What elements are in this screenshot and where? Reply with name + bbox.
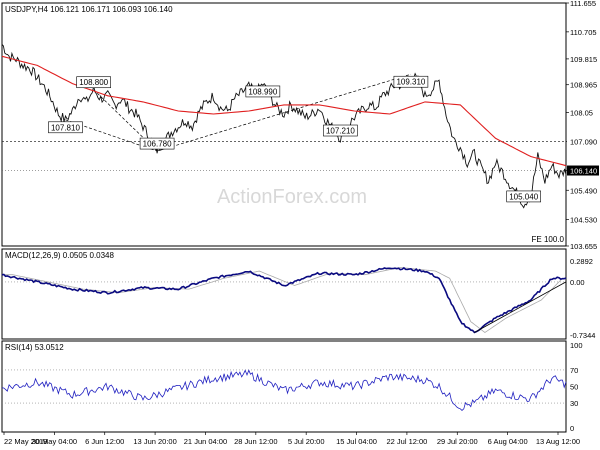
macd-trendline bbox=[474, 281, 567, 333]
xtick-2: 6 Jun 12:00 bbox=[85, 437, 124, 446]
xtick-0: 22 May 2019 bbox=[4, 437, 47, 446]
panel-frame-1 bbox=[1, 248, 567, 340]
main-ytick-0: 111.655 bbox=[570, 0, 596, 8]
annotation-box-1 bbox=[48, 121, 83, 134]
main-title: USDJPY,H4 106.121 106.171 106.093 106.14… bbox=[5, 5, 173, 14]
annotation-1: 107.810 bbox=[51, 123, 80, 132]
xtick-8: 22 Jul 12:00 bbox=[386, 437, 427, 446]
rsi-ytick-4: 0 bbox=[570, 424, 574, 433]
rsi-title: RSI(14) 53.0512 bbox=[5, 343, 64, 352]
macd-ytick-1: 0.00 bbox=[570, 278, 585, 287]
xtick-1: 30 May 04:00 bbox=[32, 437, 77, 446]
annotation-5: 109.310 bbox=[396, 78, 425, 87]
main-ytick-7: 105.490 bbox=[570, 186, 597, 195]
xtick-3: 13 Jun 20:00 bbox=[133, 437, 176, 446]
hline-label-bg bbox=[567, 136, 599, 147]
panel-frame-0 bbox=[1, 2, 567, 247]
current-price-tag-bg bbox=[567, 165, 599, 176]
trendline-c bbox=[156, 73, 412, 152]
annotation-box-2 bbox=[139, 137, 175, 150]
main-ytick-8: 104.530 bbox=[570, 215, 597, 224]
rsi-ytick-2: 50 bbox=[570, 383, 578, 392]
annotation-box-6 bbox=[506, 190, 542, 203]
main-ytick-9: 103.655 bbox=[570, 242, 597, 251]
annotation-4: 107.210 bbox=[326, 127, 355, 136]
annotation-0: 108.800 bbox=[79, 78, 108, 87]
annotation-box-5 bbox=[393, 75, 429, 88]
rsi-line bbox=[1, 369, 567, 411]
annotation-box-4 bbox=[323, 124, 358, 137]
panel-frame-2 bbox=[1, 340, 567, 433]
xtick-11: 13 Aug 12:00 bbox=[536, 437, 580, 446]
main-ytick-2: 109.815 bbox=[570, 55, 597, 64]
ma-series bbox=[1, 55, 567, 167]
macd-line bbox=[1, 266, 567, 334]
rsi-ytick-0: 100 bbox=[570, 341, 583, 350]
xtick-7: 15 Jul 04:00 bbox=[336, 437, 377, 446]
annotation-box-3 bbox=[245, 85, 281, 98]
xtick-4: 21 Jun 04:00 bbox=[184, 437, 227, 446]
macd-ytick-0: 0.2892 bbox=[570, 257, 593, 266]
price-series bbox=[1, 44, 567, 209]
xtick-10: 6 Aug 04:00 bbox=[488, 437, 528, 446]
main-ytick-1: 110.705 bbox=[570, 28, 597, 37]
macd-ytick-2: -0.7344 bbox=[570, 331, 595, 340]
macd-title: MACD(12,26,9) 0.0505 0.0348 bbox=[5, 251, 115, 260]
annotation-box-0 bbox=[76, 76, 111, 89]
xtick-5: 28 Jun 12:00 bbox=[234, 437, 277, 446]
current-price-tag: 106.140 bbox=[570, 167, 597, 176]
rsi-ytick-1: 70 bbox=[570, 366, 578, 375]
main-ytick-3: 108.965 bbox=[570, 81, 597, 90]
annotation-6: 105.040 bbox=[509, 192, 538, 201]
rsi-ytick-3: 30 bbox=[570, 399, 578, 408]
fe-label: FE 100.0 bbox=[532, 235, 565, 244]
watermark: ActionForex.com bbox=[217, 186, 367, 208]
annotation-2: 106.780 bbox=[143, 140, 172, 149]
xtick-9: 29 Jul 20:00 bbox=[437, 437, 478, 446]
annotation-3: 108.990 bbox=[248, 87, 277, 96]
main-ytick-4: 108.05 bbox=[570, 109, 593, 118]
hline-label: 107.090 bbox=[570, 138, 597, 147]
xtick-6: 5 Jul 20:00 bbox=[288, 437, 325, 446]
